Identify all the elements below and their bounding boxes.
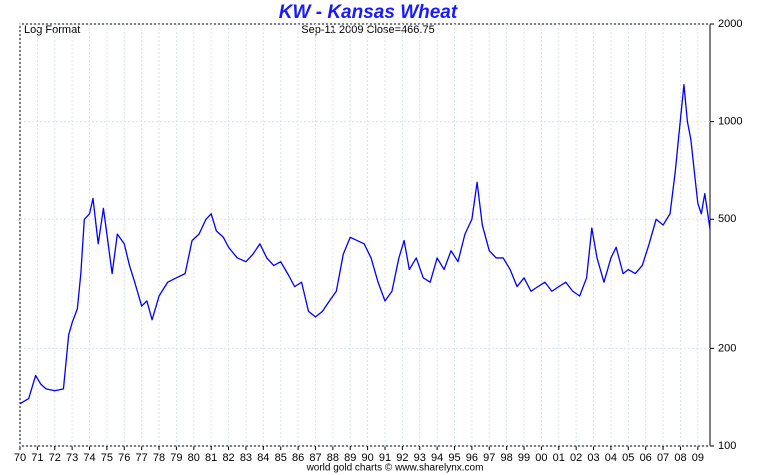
x-tick-label: 90 [361, 452, 373, 464]
x-tick-label: 96 [466, 452, 478, 464]
x-tick-label: 94 [431, 452, 443, 464]
y-tick-label: 1000 [718, 116, 742, 128]
x-tick-label: 09 [692, 452, 704, 464]
x-tick-label: 84 [257, 452, 269, 464]
x-tick-label: 78 [153, 452, 165, 464]
chart-title: KW - Kansas Wheat [279, 2, 458, 23]
x-tick-label: 82 [222, 452, 234, 464]
x-tick-label: 07 [657, 452, 669, 464]
x-tick-label: 85 [275, 452, 287, 464]
x-tick-label: 00 [535, 452, 547, 464]
x-tick-label: 01 [553, 452, 565, 464]
x-tick-label: 73 [66, 452, 78, 464]
x-tick-label: 99 [518, 452, 530, 464]
x-tick-label: 76 [118, 452, 130, 464]
y-tick-label: 500 [718, 213, 736, 225]
price-line [19, 84, 711, 405]
plot-area: 70 71 72 73 74 75 76 77 78 79 80 81 82 83 84 85 86 87 88 89… [14, 18, 743, 464]
footer: world gold charts © www.sharelynx.com [306, 463, 484, 474]
plot-frame [19, 23, 711, 447]
x-tick-label: 79 [170, 452, 182, 464]
x-tick-label: 02 [570, 452, 582, 464]
x-tick-label: 91 [379, 452, 391, 464]
y-tick-label: 100 [718, 440, 736, 452]
x-tick-label: 89 [344, 452, 356, 464]
x-tick-label: 80 [188, 452, 200, 464]
log-note: Log Format [24, 24, 80, 36]
x-tick-label: 72 [49, 452, 61, 464]
x-tick-label: 06 [640, 452, 652, 464]
x-tick-label: 88 [327, 452, 339, 464]
x-tick-label: 93 [414, 452, 426, 464]
x-tick-label: 03 [587, 452, 599, 464]
y-tick-label: 200 [718, 342, 736, 354]
x-tick-label: 83 [240, 452, 252, 464]
x-tick-label: 71 [31, 452, 43, 464]
x-tick-label: 97 [483, 452, 495, 464]
x-tick-label: 04 [605, 452, 617, 464]
x-tick-label: 74 [83, 452, 95, 464]
x-tick-label: 98 [501, 452, 513, 464]
x-tick-label: 75 [101, 452, 113, 464]
x-tick-label: 81 [205, 452, 217, 464]
x-tick-label: 95 [448, 452, 460, 464]
x-tick-label: 87 [309, 452, 321, 464]
x-tick-label: 92 [396, 452, 408, 464]
x-tick-label: 70 [14, 452, 26, 464]
y-tick-label: 2000 [718, 18, 742, 30]
x-tick-label: 86 [292, 452, 304, 464]
x-tick-label: 77 [136, 452, 148, 464]
x-tick-label: 08 [674, 452, 686, 464]
x-tick-label: 05 [622, 452, 634, 464]
